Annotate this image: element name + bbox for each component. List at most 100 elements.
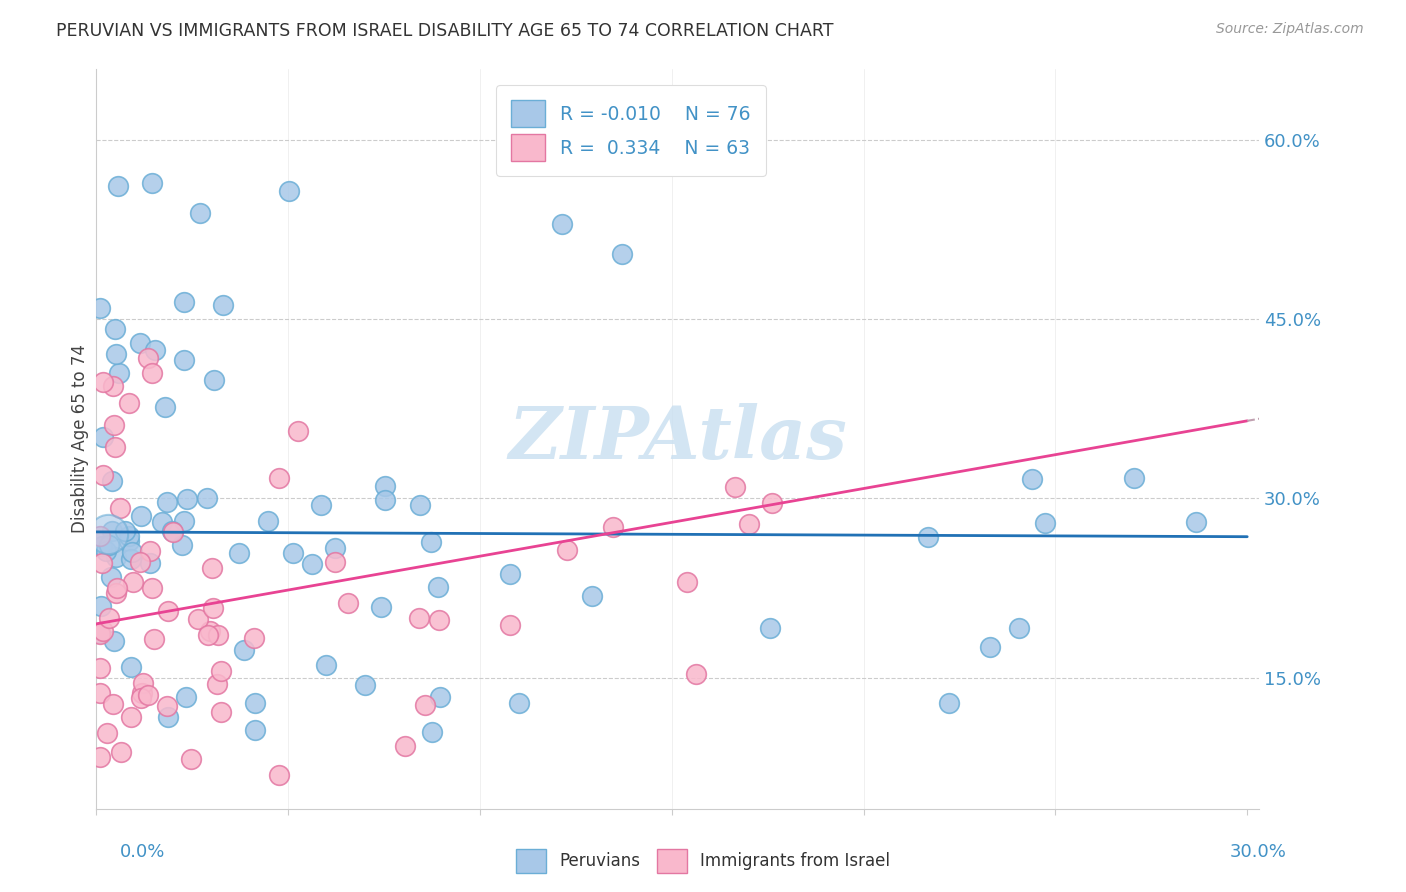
Point	[118, 396, 141, 410]
Point	[1033, 516, 1056, 530]
Point	[551, 217, 574, 231]
Legend: Peruvians, Immigrants from Israel: Peruvians, Immigrants from Israel	[509, 842, 897, 880]
Point	[121, 545, 143, 559]
Point	[118, 528, 141, 542]
Point	[207, 628, 229, 642]
Point	[91, 539, 114, 553]
Point	[120, 552, 142, 566]
Point	[156, 603, 179, 617]
Point	[129, 691, 152, 706]
Point	[287, 424, 309, 438]
Point	[508, 696, 530, 710]
Point	[155, 401, 177, 415]
Point	[131, 686, 153, 700]
Point	[97, 538, 120, 552]
Point	[243, 696, 266, 710]
Point	[420, 535, 443, 549]
Point	[602, 520, 624, 534]
Point	[195, 491, 218, 506]
Point	[309, 498, 332, 512]
Point	[938, 696, 960, 710]
Point	[173, 514, 195, 528]
Y-axis label: Disability Age 65 to 74: Disability Age 65 to 74	[72, 344, 89, 533]
Point	[413, 698, 436, 712]
Point	[426, 580, 449, 594]
Point	[139, 556, 162, 570]
Point	[408, 611, 430, 625]
Point	[205, 676, 228, 690]
Point	[89, 627, 111, 641]
Point	[89, 301, 111, 315]
Point	[738, 517, 761, 532]
Point	[581, 589, 603, 603]
Point	[190, 205, 212, 219]
Point	[160, 524, 183, 538]
Point	[101, 524, 124, 539]
Point	[429, 690, 451, 704]
Point	[139, 544, 162, 558]
Point	[91, 467, 114, 482]
Point	[114, 524, 136, 538]
Point	[129, 336, 152, 351]
Point	[174, 690, 197, 705]
Legend: R = -0.010    N = 76, R =  0.334    N = 63: R = -0.010 N = 76, R = 0.334 N = 63	[496, 86, 766, 176]
Point	[202, 600, 225, 615]
Point	[128, 555, 150, 569]
Point	[107, 178, 129, 193]
Point	[323, 541, 346, 556]
Point	[129, 508, 152, 523]
Point	[243, 723, 266, 737]
Point	[136, 351, 159, 366]
Point	[759, 621, 782, 635]
Point	[143, 343, 166, 357]
Point	[267, 768, 290, 782]
Point	[91, 624, 114, 638]
Point	[202, 373, 225, 387]
Point	[108, 500, 131, 515]
Point	[141, 581, 163, 595]
Point	[97, 527, 120, 541]
Point	[156, 699, 179, 714]
Point	[420, 725, 443, 739]
Point	[197, 628, 219, 642]
Point	[89, 626, 111, 640]
Point	[374, 492, 396, 507]
Point	[105, 581, 128, 595]
Point	[136, 688, 159, 702]
Point	[180, 752, 202, 766]
Point	[173, 295, 195, 310]
Point	[176, 492, 198, 507]
Point	[104, 347, 127, 361]
Point	[1185, 516, 1208, 530]
Point	[89, 686, 111, 700]
Point	[1122, 471, 1144, 485]
Point	[104, 550, 127, 565]
Point	[89, 529, 111, 543]
Point	[278, 184, 301, 198]
Point	[103, 634, 125, 648]
Text: 30.0%: 30.0%	[1230, 843, 1286, 861]
Point	[141, 177, 163, 191]
Point	[141, 366, 163, 380]
Text: ZIPAtlas: ZIPAtlas	[508, 403, 846, 475]
Point	[121, 575, 143, 590]
Point	[209, 705, 232, 719]
Point	[150, 515, 173, 529]
Point	[211, 297, 233, 311]
Point	[499, 618, 522, 632]
Point	[370, 600, 392, 615]
Point	[162, 525, 184, 540]
Point	[232, 643, 254, 657]
Point	[105, 586, 128, 600]
Point	[101, 697, 124, 711]
Point	[132, 676, 155, 690]
Point	[104, 440, 127, 454]
Point	[761, 495, 783, 509]
Point	[676, 574, 699, 589]
Point	[91, 375, 114, 389]
Point	[555, 542, 578, 557]
Point	[211, 664, 233, 678]
Point	[1021, 472, 1043, 486]
Point	[118, 533, 141, 548]
Point	[96, 725, 118, 739]
